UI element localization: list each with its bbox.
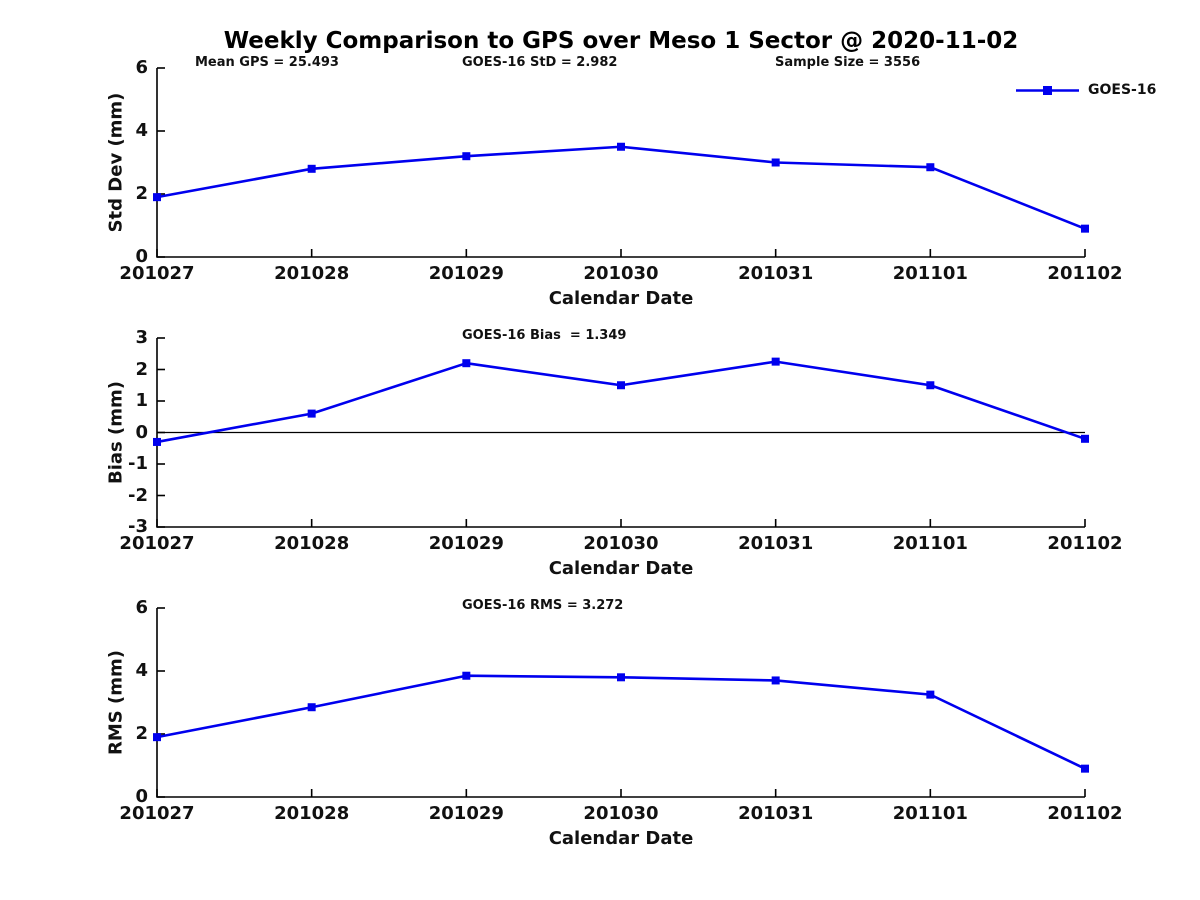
x-axis-label-std-dev: Calendar Date (548, 288, 694, 309)
std-dev-data-marker (617, 142, 625, 151)
bias-x-tick-label: 201028 (274, 533, 350, 554)
bias-data-marker (617, 381, 625, 390)
bias-x-tick-label: 201031 (738, 533, 814, 554)
legend: GOES-16 (1015, 82, 1156, 98)
std-dev-axis (156, 68, 1085, 258)
bias-y-tick-label: -3 (128, 516, 148, 537)
std-dev-x-tick-label: 201031 (738, 263, 814, 284)
bias-y-tick-label: 3 (135, 327, 148, 348)
std-dev-x-tick-label: 201101 (892, 263, 968, 284)
bias-y-tick-label: -2 (128, 484, 148, 506)
std-dev-data-marker (926, 163, 935, 172)
bias-data-marker (462, 359, 471, 368)
bias-x-tick-label: 201102 (1047, 533, 1123, 554)
bias-x-tick-label: 201030 (583, 533, 659, 554)
std-dev-x-tick-label: 201029 (428, 263, 504, 284)
bias-data-marker (771, 357, 780, 366)
std-dev-data-marker (771, 158, 780, 167)
std-dev-data-marker (462, 152, 471, 161)
rms-x-tick-label: 201102 (1047, 803, 1123, 824)
rms-data-line (156, 674, 1086, 770)
legend-label: GOES-16 (1088, 82, 1157, 98)
rms-x-tick-label: 201031 (738, 803, 814, 824)
rms-data-marker (1081, 764, 1089, 773)
bias-y-tick-label: 1 (135, 390, 148, 411)
rms-y-tick-label: 6 (135, 597, 148, 618)
y-axis-label-std-dev: Std Dev (mm) (105, 92, 127, 233)
annotation-sample-size: Sample Size = 3556 (775, 55, 921, 70)
rms-y-tick-label: 4 (135, 660, 148, 681)
x-axis-label-rms: Calendar Date (548, 828, 694, 849)
rms-data-marker (153, 733, 161, 742)
std-dev-y-tick-label: 4 (135, 120, 148, 141)
std-dev-data-marker (153, 193, 161, 202)
std-dev-y-tick-label: 0 (135, 246, 148, 267)
rms-x-tick-label: 201029 (428, 803, 504, 824)
x-axis-label-bias: Calendar Date (548, 558, 694, 579)
rms-data-marker (771, 676, 780, 685)
bias-data-marker (1081, 434, 1089, 443)
std-dev-x-tick-label: 201030 (583, 263, 659, 284)
bias-data-line (156, 360, 1086, 444)
std-dev-data-marker (307, 164, 316, 173)
rms-data-marker (307, 703, 316, 712)
annotation-goes16-std: GOES-16 StD = 2.982 (462, 55, 618, 70)
y-axis-label-bias: Bias (mm) (105, 381, 127, 484)
rms-x-tick-label: 201027 (119, 803, 195, 824)
std-dev-data-marker (1081, 224, 1089, 233)
bias-data-marker (926, 381, 935, 390)
rms-x-tick-label: 201101 (892, 803, 968, 824)
rms-x-tick-label: 201030 (583, 803, 659, 824)
rms-y-tick-label: 0 (135, 786, 148, 807)
std-dev-x-tick-label: 201102 (1047, 263, 1123, 284)
annotation-mean-gps: Mean GPS = 25.493 (195, 55, 339, 70)
legend-line-marker-icon (1016, 85, 1079, 95)
rms-y-tick-label: 2 (135, 723, 148, 744)
std-dev-x-tick-label: 201028 (274, 263, 350, 284)
bias-y-tick-label: -1 (128, 453, 148, 474)
figure-title: Weekly Comparison to GPS over Meso 1 Sec… (223, 28, 1019, 54)
y-axis-label-rms: RMS (mm) (105, 650, 127, 755)
std-dev-data-line (156, 145, 1086, 230)
annotation-goes16-rms: GOES-16 RMS = 3.272 (462, 598, 624, 613)
rms-data-marker (926, 690, 935, 699)
rms-x-tick-label: 201028 (274, 803, 350, 824)
bias-x-tick-label: 201027 (119, 533, 195, 554)
bias-x-tick-label: 201101 (892, 533, 968, 554)
bias-y-tick-label: 0 (135, 421, 148, 443)
std-dev-y-tick-label: 2 (135, 183, 148, 204)
bias-y-tick-label: 2 (135, 358, 148, 380)
std-dev-y-tick-label: 6 (135, 57, 148, 78)
std-dev-x-tick-label: 201027 (119, 263, 195, 284)
rms-data-marker (617, 673, 625, 682)
bias-data-marker (153, 437, 161, 446)
bias-x-tick-label: 201029 (428, 533, 504, 554)
bias-data-marker (307, 409, 316, 418)
annotation-goes16-bias: GOES-16 Bias = 1.349 (462, 328, 627, 343)
rms-data-marker (462, 671, 471, 680)
